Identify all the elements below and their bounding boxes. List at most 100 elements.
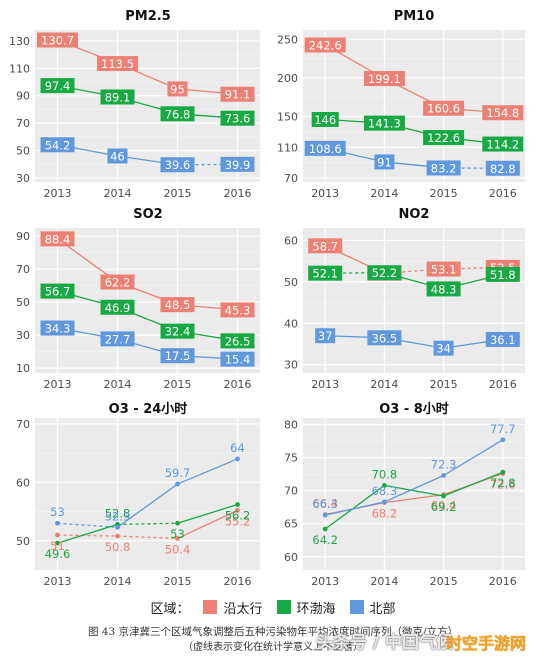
data-label-huanbohai: 64.2 — [312, 533, 338, 547]
data-label-beibu: 39.9 — [225, 158, 251, 172]
data-label-yantaihang: 58.7 — [312, 239, 338, 253]
data-label-box-yantaihang — [100, 274, 135, 290]
series-line-yantaihang — [117, 535, 178, 540]
data-label-yantaihang: 68.2 — [372, 507, 398, 521]
data-label-box-huanbohai — [311, 112, 339, 128]
data-label-box-yantaihang — [423, 100, 465, 116]
y-tick-label: 60 — [284, 234, 298, 247]
data-label-beibu: 52.3 — [105, 509, 131, 523]
data-label-box-huanbohai — [40, 283, 75, 299]
chart-plot-area-5 — [303, 418, 525, 570]
y-tick-label: 110 — [277, 141, 298, 154]
data-label-huanbohai: 76.8 — [165, 107, 191, 121]
data-label-box-beibu — [367, 330, 402, 346]
data-label-huanbohai: 46.9 — [105, 301, 131, 315]
y-tick-label: 70 — [16, 418, 30, 431]
x-tick-label: 2013 — [311, 378, 339, 391]
data-label-box-huanbohai — [220, 333, 255, 349]
data-label-beibu: 46 — [110, 149, 125, 163]
y-tick-label: 90 — [16, 230, 30, 243]
data-label-yantaihang: 50.4 — [165, 542, 191, 556]
data-label-box-beibu — [40, 137, 75, 153]
data-point-beibu — [175, 481, 180, 487]
legend-label-beibu: 北部 — [369, 601, 396, 617]
legend-swatch-huanbohai — [276, 600, 291, 614]
data-label-beibu: 15.4 — [225, 353, 251, 367]
data-label-box-huanbohai — [485, 266, 520, 282]
series-line-yantaihang — [57, 534, 118, 537]
data-label-box-yantaihang — [482, 105, 524, 121]
data-label-yantaihang: 130.7 — [41, 33, 74, 47]
data-label-huanbohai: 70.8 — [372, 467, 398, 481]
charts-figure: 30 50 70 90 110 130 2013 2014 2015 2016 PM2.5 130.7… — [9, 9, 525, 588]
y-tick-label: 90 — [16, 90, 30, 103]
data-label-beibu: 64 — [230, 441, 245, 455]
data-label-box-huanbohai — [367, 265, 402, 281]
data-point-yantaihang — [235, 507, 240, 513]
data-label-box-beibu — [107, 148, 128, 164]
y-tick-label: 40 — [284, 317, 298, 330]
data-label-huanbohai: 52.2 — [372, 266, 398, 280]
x-tick-label: 2013 — [44, 378, 72, 391]
data-label-box-beibu — [220, 351, 255, 367]
data-label-huanbohai: 69.2 — [431, 500, 457, 514]
chart-title: PM10 — [394, 9, 435, 24]
legend-item-huanbohai: 环渤海 — [276, 598, 336, 617]
chart-title: SO2 — [133, 207, 162, 222]
x-tick-label: 2015 — [164, 187, 192, 200]
y-tick-label: 70 — [16, 117, 30, 130]
data-label-huanbohai: 49.6 — [45, 547, 71, 561]
data-label-yantaihang: 154.8 — [486, 106, 519, 120]
data-label-beibu: 72.3 — [431, 457, 457, 471]
data-label-beibu: 82.8 — [490, 162, 516, 176]
y-tick-label: 30 — [16, 172, 30, 185]
x-tick-label: 2015 — [164, 575, 192, 588]
x-tick-label: 2014 — [370, 575, 398, 588]
data-point-beibu — [322, 512, 328, 518]
data-label-box-yantaihang — [37, 32, 78, 48]
data-label-box-huanbohai — [426, 281, 461, 297]
legend-swatch-yantaihang — [203, 600, 218, 614]
data-label-huanbohai: 89.1 — [105, 90, 131, 104]
series-line-beibu — [117, 483, 178, 528]
data-label-huanbohai: 56.2 — [225, 509, 251, 523]
data-label-beibu: 39.6 — [165, 158, 191, 172]
legend-item-yantaihang: 沿太行 — [203, 598, 263, 617]
y-tick-label: 60 — [284, 551, 298, 564]
data-label-huanbohai: 114.2 — [486, 138, 519, 152]
data-label-box-beibu — [374, 154, 395, 170]
data-label-huanbohai: 122.6 — [427, 131, 460, 145]
data-label-box-yantaihang — [160, 297, 195, 313]
y-tick-label: 30 — [16, 329, 30, 342]
data-label-beibu: 68.3 — [372, 484, 398, 498]
data-label-beibu: 91 — [377, 155, 392, 169]
chart-plot-area-4 — [35, 418, 260, 570]
data-label-box-beibu — [160, 157, 195, 173]
data-label-box-yantaihang — [363, 71, 405, 87]
y-tick-label: 50 — [16, 145, 30, 158]
x-tick-label: 2015 — [430, 378, 458, 391]
data-label-huanbohai: 141.3 — [368, 117, 401, 131]
data-label-box-beibu — [220, 156, 255, 172]
series-line-beibu — [443, 439, 504, 477]
caption-line-1: 图 43 京津冀三个区域气象调整后五种污染物年平均浓度时间序列（微克/立方） — [87, 626, 459, 638]
data-label-yantaihang: 45.3 — [225, 303, 251, 317]
data-label-box-huanbohai — [308, 265, 343, 281]
y-tick-label: 10 — [16, 362, 30, 375]
data-label-yantaihang: 113.5 — [101, 57, 134, 71]
data-point-yantaihang — [175, 536, 180, 541]
series-line-beibu — [57, 522, 118, 528]
legend-swatch-beibu — [349, 600, 364, 614]
y-tick-label: 70 — [16, 263, 30, 276]
x-tick-label: 2016 — [489, 187, 517, 200]
data-label-huanbohai: 26.5 — [225, 334, 251, 348]
data-label-beibu: 83.2 — [431, 161, 457, 175]
legend-label-yantaihang: 沿太行 — [223, 601, 263, 617]
x-tick-label: 2014 — [370, 378, 398, 391]
data-point-huanbohai — [322, 526, 328, 532]
data-label-huanbohai: 56.7 — [45, 285, 71, 299]
x-tick-label: 2013 — [311, 575, 339, 588]
data-point-huanbohai — [500, 469, 506, 475]
data-label-box-huanbohai — [40, 78, 75, 94]
data-label-box-yantaihang — [167, 81, 188, 97]
